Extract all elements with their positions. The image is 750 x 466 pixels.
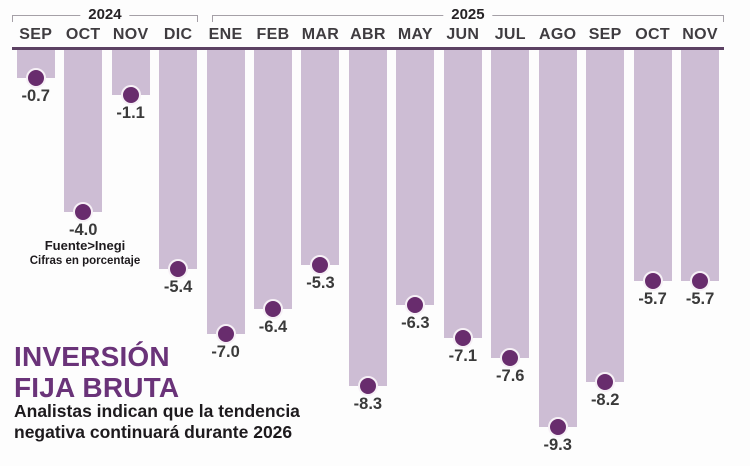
value-label: -8.3 bbox=[353, 395, 383, 413]
data-point-marker bbox=[25, 68, 46, 88]
value-label: -6.3 bbox=[401, 314, 430, 332]
bar: -5.4 bbox=[159, 50, 198, 296]
bar: -8.2 bbox=[586, 50, 625, 409]
value-label: -9.3 bbox=[543, 436, 572, 454]
chart-subtitle-line1: Analistas indican que la tendencia bbox=[14, 401, 300, 421]
value-label: -1.1 bbox=[116, 104, 145, 122]
month-label: JUL bbox=[494, 26, 526, 43]
data-point-marker bbox=[642, 271, 663, 291]
data-point-marker bbox=[310, 255, 331, 275]
data-point-marker bbox=[357, 376, 378, 396]
bar: -5.7 bbox=[681, 50, 720, 308]
data-point-marker bbox=[405, 295, 426, 315]
month-label: SEP bbox=[588, 26, 622, 43]
bar: -4.0 bbox=[64, 50, 103, 239]
month-label: OCT bbox=[65, 26, 101, 43]
value-label: -6.4 bbox=[258, 318, 288, 336]
bar-column: -6.3 bbox=[392, 50, 439, 427]
bar: -7.0 bbox=[206, 50, 245, 361]
data-point-marker bbox=[73, 202, 94, 222]
chart-title: INVERSIÓN FIJA BRUTA bbox=[14, 341, 179, 403]
bar-column: -5.4 bbox=[154, 50, 201, 427]
source-note: Fuente>Inegi Cifras en porcentaje bbox=[18, 238, 152, 268]
month-label: FEB bbox=[256, 26, 290, 43]
bar: -6.4 bbox=[253, 50, 292, 336]
bar-column: -8.3 bbox=[344, 50, 391, 427]
bar: -5.7 bbox=[633, 50, 672, 308]
bar: -7.6 bbox=[491, 50, 530, 385]
value-label: -4.0 bbox=[68, 221, 98, 239]
bar: -7.1 bbox=[443, 50, 482, 365]
month-label: MAR bbox=[301, 26, 340, 43]
bar-column: -5.7 bbox=[629, 50, 676, 427]
bar: -8.3 bbox=[348, 50, 387, 413]
month-axis: SEP OCT NOV DIC ENE FEB MAR ABR MAY JUN JUL AGO SEP O… bbox=[12, 25, 724, 45]
bar: -1.1 bbox=[111, 50, 150, 122]
chart-subtitle-line2: negativa continuará durante 2026 bbox=[14, 422, 293, 442]
bar: -0.7 bbox=[16, 50, 55, 105]
source-line: Fuente>Inegi bbox=[44, 238, 126, 253]
value-label: -5.3 bbox=[306, 274, 335, 292]
bar-column: -7.1 bbox=[439, 50, 486, 427]
chart-title-line2: FIJA BRUTA bbox=[14, 372, 180, 403]
month-label: ABR bbox=[350, 26, 386, 43]
month-label: OCT bbox=[635, 26, 670, 43]
zero-baseline bbox=[12, 47, 724, 50]
bar-column: -4.0 bbox=[59, 50, 106, 427]
year-label: 2024 bbox=[80, 7, 130, 23]
data-point-marker bbox=[595, 372, 616, 392]
chart-subtitle: Analistas indican que la tendencia negat… bbox=[14, 401, 300, 443]
year-bracket: 2025 bbox=[211, 6, 724, 23]
chart-title-line1: INVERSIÓN bbox=[14, 341, 170, 372]
month-label: JUN bbox=[446, 26, 480, 43]
data-point-marker bbox=[690, 271, 711, 291]
year-bracket: 2024 bbox=[12, 6, 198, 23]
month-label: AGO bbox=[539, 26, 577, 43]
bar-column: -5.3 bbox=[297, 50, 344, 427]
value-label: -8.2 bbox=[590, 391, 620, 409]
bar: -9.3 bbox=[538, 50, 577, 454]
data-point-marker bbox=[500, 348, 521, 368]
bar: -5.3 bbox=[301, 50, 340, 292]
bar-column: -1.1 bbox=[107, 50, 154, 427]
month-label: ENE bbox=[208, 26, 243, 43]
bar-chart: 2024 2025 SEP OCT NOV DIC ENE FEB MAR ABR MAY JUN J… bbox=[12, 6, 724, 454]
year-label: 2025 bbox=[443, 7, 493, 23]
chart-columns: -0.7 -4.0 -1.1 -5.4 -7.0 -6.4 -5.3 -8.3 -6.3 -7.1… bbox=[12, 50, 724, 454]
month-label: DIC bbox=[163, 26, 193, 43]
bar-column: -0.7 bbox=[12, 50, 59, 427]
data-point-marker bbox=[215, 324, 236, 344]
value-label: -7.6 bbox=[496, 367, 525, 385]
data-point-marker bbox=[547, 417, 568, 437]
bar-column: -5.7 bbox=[676, 50, 723, 427]
data-point-marker bbox=[452, 328, 473, 348]
value-label: -7.1 bbox=[448, 347, 478, 365]
data-point-marker bbox=[168, 259, 189, 279]
bar-column: -6.4 bbox=[249, 50, 296, 427]
bar-column: -9.3 bbox=[534, 50, 581, 454]
bar: -6.3 bbox=[396, 50, 435, 332]
value-label: -5.4 bbox=[163, 278, 193, 296]
bar-column: -7.6 bbox=[487, 50, 534, 427]
value-label: -0.7 bbox=[21, 87, 50, 105]
bar-column: -7.0 bbox=[202, 50, 249, 427]
data-point-marker bbox=[120, 85, 141, 105]
bar-column: -8.2 bbox=[581, 50, 628, 427]
value-label: -5.7 bbox=[638, 290, 667, 308]
year-bracket-row: 2024 2025 bbox=[12, 6, 724, 23]
source-units-line: Cifras en porcentaje bbox=[29, 255, 141, 267]
month-label: MAY bbox=[397, 26, 433, 43]
value-label: -7.0 bbox=[211, 343, 240, 361]
month-label: NOV bbox=[682, 26, 718, 43]
value-label: -5.7 bbox=[685, 290, 715, 308]
data-point-marker bbox=[262, 299, 283, 319]
month-label: NOV bbox=[112, 26, 149, 43]
month-label: SEP bbox=[19, 26, 53, 43]
